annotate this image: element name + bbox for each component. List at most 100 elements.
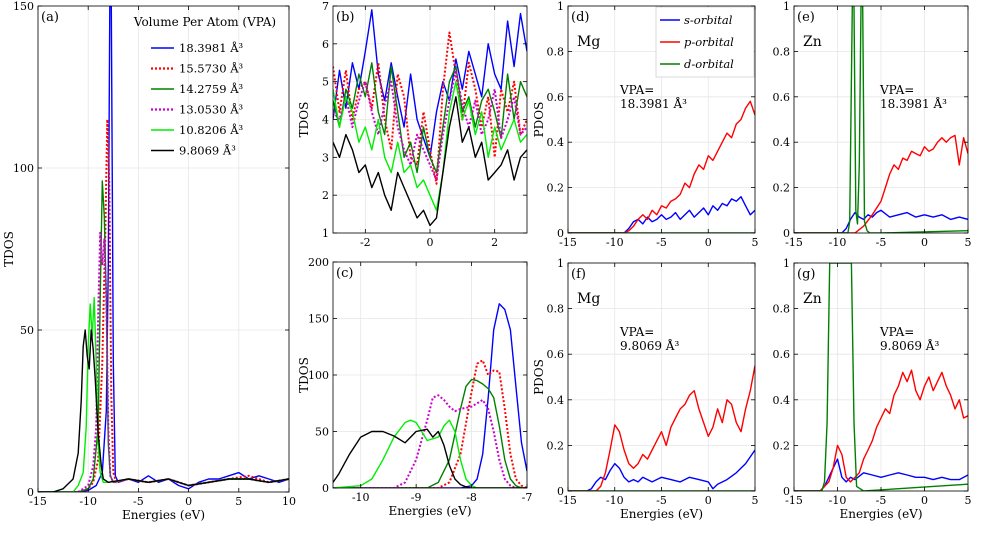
series-line-g-2 [794,263,968,491]
y-tick-label: 0 [783,227,790,240]
panel-label: (f) [571,267,586,282]
y-tick-label: 0.2 [773,439,791,452]
x-tick-label: 0 [185,495,192,508]
y-tick-label: 0.4 [773,136,791,149]
y-tick-label: 5 [322,76,329,89]
panel-label: (g) [797,267,815,282]
panel-label: (d) [571,10,589,25]
vpa-value: 18.3981 Å³ [880,96,947,111]
y-tick-label: 0.6 [773,91,791,104]
y-tick-label: 4 [322,114,329,127]
x-tick-label: 0 [705,494,712,507]
series-line-g-1 [794,369,968,491]
orbital-legend: s-orbital p-orbital d-orbital [655,6,755,78]
series-group [38,6,289,492]
y-tick-label: 0 [783,485,790,498]
axes-frame [37,5,290,493]
x-tick-label: -9 [411,491,422,504]
series-line-a-1 [38,118,289,492]
x-tick-label: -5 [876,236,887,249]
x-tick-label: -8 [466,491,477,504]
series-line-a-5 [38,329,289,492]
panel-f: -15 -10 -5 0 5 0 0.2 0.4 0.6 0.8 1 (f) Energies (eV)… [532,257,759,521]
panel-label: (a) [41,10,59,25]
y-tick-label: 0.8 [773,45,791,58]
y-tick-label: 0.4 [773,394,791,407]
series-line-c-5 [333,428,527,488]
x-tick-label: -15 [29,495,47,508]
x-axis-label: Energies (eV) [388,504,471,518]
vpa-label: VPA= [619,325,654,339]
series-line-f-1 [568,365,755,491]
y-tick-label: 1 [783,0,790,13]
series-group [794,6,968,233]
vpa-value: 9.8069 Å³ [620,338,679,353]
x-tick-label: 5 [235,495,242,508]
panel-c: -10 -9 -8 -7 0 50 100 150 200 (c) Energies (eV) TDO… [297,256,532,518]
legend-title: Volume Per Atom (VPA) [133,15,276,29]
x-tick-label: -15 [785,494,803,507]
y-tick-label: 0 [557,227,564,240]
series-line-e-0 [794,209,968,233]
legend-entry: d-orbital [684,57,734,71]
panel-g: -15 -10 -5 0 5 0 0.2 0.4 0.6 0.8 1 (g) Energies (eV)… [773,257,972,521]
x-tick-label: -15 [785,236,803,249]
x-tick-label: -10 [606,236,624,249]
y-tick-label: 1 [557,257,564,270]
series-line-a-3 [38,231,289,492]
x-tick-label: -5 [133,495,144,508]
legend-entry: 14.2759 Å³ [179,82,244,96]
legend-entry: 9.8069 Å³ [179,144,236,158]
legend-entry: 10.8206 Å³ [179,123,244,137]
y-tick-label: 100 [308,369,329,382]
y-tick-label: 3 [322,151,329,164]
y-axis-label: PDOS [532,102,546,138]
panel-label: (b) [336,10,354,25]
y-tick-label: 0.6 [547,91,565,104]
series-group [568,365,755,491]
series-line-e-1 [794,134,968,233]
x-tick-label: -15 [559,236,577,249]
series-line-a-0 [38,6,289,492]
panel-d: -15 -10 -5 0 5 0 0.2 0.4 0.6 0.8 1 (d) PDOS Mg VPA=18.… [532,0,759,249]
element-label: Mg [577,34,600,50]
y-tick-label: 150 [13,0,34,13]
x-tick-label: 0 [705,236,712,249]
series-line-c-4 [333,419,527,488]
x-tick-label: -10 [352,491,370,504]
panel-label: (e) [797,10,815,25]
series-line-b-5 [333,96,527,227]
legend-entry: 13.0530 Å³ [179,103,244,117]
y-tick-label: 0.2 [773,182,791,195]
y-tick-label: 2 [322,189,329,202]
element-label: Zn [803,291,822,307]
y-tick-label: 0 [322,482,329,495]
x-tick-label: -10 [829,236,847,249]
x-tick-label: 0 [427,236,434,249]
y-tick-label: 50 [20,324,34,337]
y-tick-label: 0.2 [547,439,565,452]
x-tick-label: 0 [921,494,928,507]
y-tick-label: 0.4 [547,136,565,149]
series-line-b-1 [333,31,527,185]
vpa-label: VPA= [619,83,654,97]
legend-entry: 18.3981 Å³ [179,41,244,55]
x-tick-label: -7 [522,491,533,504]
series-line-b-4 [333,81,527,211]
x-tick-label: -5 [656,236,667,249]
y-axis-label: PDOS [532,359,546,395]
panel-e: -15 -10 -5 0 5 0 0.2 0.4 0.6 0.8 1 (e) Zn VPA=18.3981… [773,0,972,249]
y-axis-label: TDOS [297,102,311,138]
vpa-label: VPA= [879,325,914,339]
series-group [333,303,527,488]
series-group [568,100,755,233]
y-tick-label: 1 [557,0,564,13]
x-tick-label: -15 [559,494,577,507]
x-tick-label: 10 [282,495,296,508]
y-tick-label: 150 [308,313,329,326]
y-axis-label: TDOS [297,357,311,393]
series-line-c-1 [333,359,527,488]
y-tick-label: 0.6 [547,348,565,361]
